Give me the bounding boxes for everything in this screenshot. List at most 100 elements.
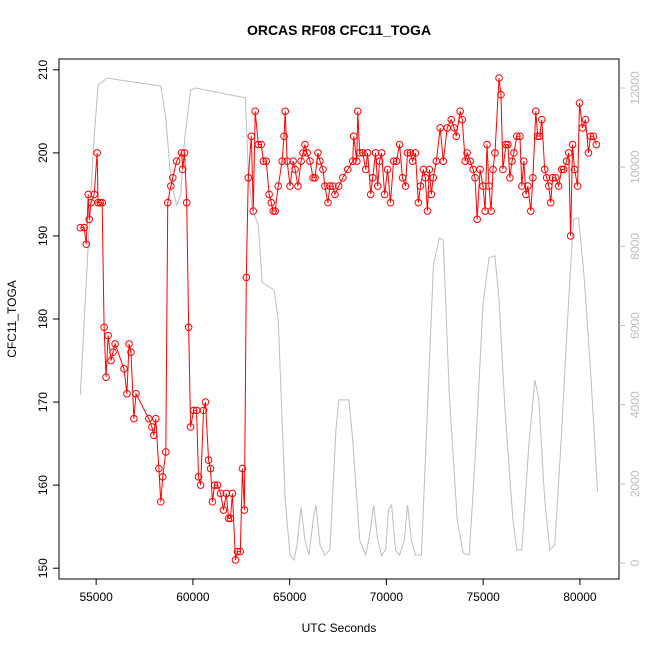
data-point — [518, 182, 526, 190]
x-tick-label: 60000 — [176, 590, 210, 604]
data-point — [395, 140, 404, 149]
data-point — [150, 431, 158, 440]
data-point — [502, 140, 510, 149]
data-point — [280, 132, 288, 141]
data-point — [551, 173, 560, 182]
y2-tick-label: 4000 — [628, 391, 642, 418]
data-point — [425, 165, 434, 174]
data-point — [504, 140, 512, 149]
y-axis-label: CFC11_TOGA — [5, 280, 19, 358]
data-point — [226, 514, 235, 523]
y-tick-label: 190 — [36, 226, 50, 246]
data-point — [321, 182, 329, 190]
data-point — [416, 182, 425, 190]
data-point — [573, 182, 582, 190]
x-tick-label: 55000 — [79, 590, 113, 604]
data-point — [324, 198, 332, 207]
data-point — [559, 165, 568, 174]
data-point — [259, 157, 268, 165]
y2-tick-label: 10000 — [628, 150, 642, 184]
data-point — [554, 182, 563, 190]
data-point — [548, 173, 557, 182]
data-point — [281, 107, 290, 116]
data-point — [423, 207, 432, 215]
data-point — [386, 198, 395, 207]
data-point — [540, 165, 549, 174]
data-point — [240, 506, 249, 514]
data-point — [516, 132, 524, 141]
data-point — [180, 149, 189, 157]
data-point — [456, 107, 464, 116]
data-point — [244, 173, 253, 182]
data-point — [206, 464, 215, 473]
data-point — [427, 190, 436, 199]
data-point — [251, 107, 260, 116]
data-point — [127, 348, 135, 357]
data-point — [204, 456, 213, 465]
data-point — [392, 157, 401, 165]
data-point — [589, 132, 598, 141]
data-point — [461, 157, 469, 165]
data-point — [274, 182, 283, 190]
x-tick-label: 75000 — [466, 590, 500, 604]
data-point — [301, 140, 309, 149]
data-point — [463, 149, 471, 157]
data-point — [84, 190, 93, 199]
chart-title: ORCAS RF08 CFC11_TOGA — [247, 22, 431, 38]
data-point — [94, 198, 102, 207]
data-point — [125, 340, 133, 348]
data-point — [178, 165, 187, 174]
data-point — [575, 99, 584, 107]
data-point — [485, 182, 493, 190]
data-point — [452, 132, 461, 141]
data-point — [531, 107, 540, 116]
x-tick-label: 70000 — [370, 590, 404, 604]
data-point — [564, 149, 573, 157]
data-point — [542, 173, 551, 182]
data-point — [524, 182, 532, 190]
data-point — [566, 232, 575, 240]
data-point — [231, 556, 240, 564]
data-point — [473, 215, 481, 224]
data-point — [158, 473, 167, 481]
data-point — [479, 182, 487, 190]
data-point — [533, 132, 542, 141]
data-point — [155, 464, 163, 473]
data-point — [111, 340, 119, 348]
y-tick-label: 160 — [36, 475, 50, 495]
data-point — [286, 182, 294, 190]
data-point — [383, 165, 392, 174]
data-point — [529, 173, 537, 182]
data-point — [236, 547, 245, 556]
data-point — [592, 140, 601, 149]
data-point — [278, 157, 286, 165]
data-point — [491, 149, 499, 157]
y-tick-label: 150 — [36, 558, 50, 578]
series-line — [80, 78, 597, 561]
data-point — [238, 464, 247, 473]
data-point — [177, 149, 186, 157]
data-point — [120, 365, 128, 373]
data-point — [182, 198, 191, 207]
data-point — [537, 115, 546, 124]
data-point — [208, 497, 217, 506]
data-point — [271, 207, 279, 215]
data-point — [186, 423, 195, 431]
data-point — [389, 157, 398, 165]
data-point — [377, 149, 386, 157]
data-point — [90, 190, 99, 199]
data-point — [450, 124, 458, 132]
data-point — [316, 157, 324, 165]
data-point — [96, 198, 105, 207]
data-point — [314, 149, 322, 157]
data-point — [353, 157, 361, 165]
data-point — [109, 348, 117, 357]
data-point — [172, 157, 181, 165]
data-point — [353, 107, 362, 116]
y-tick-label: 210 — [36, 59, 50, 79]
data-point — [262, 157, 271, 165]
y2-tick-label: 2000 — [628, 470, 642, 497]
data-point — [584, 149, 593, 157]
data-point — [222, 489, 231, 498]
data-point — [535, 132, 544, 141]
